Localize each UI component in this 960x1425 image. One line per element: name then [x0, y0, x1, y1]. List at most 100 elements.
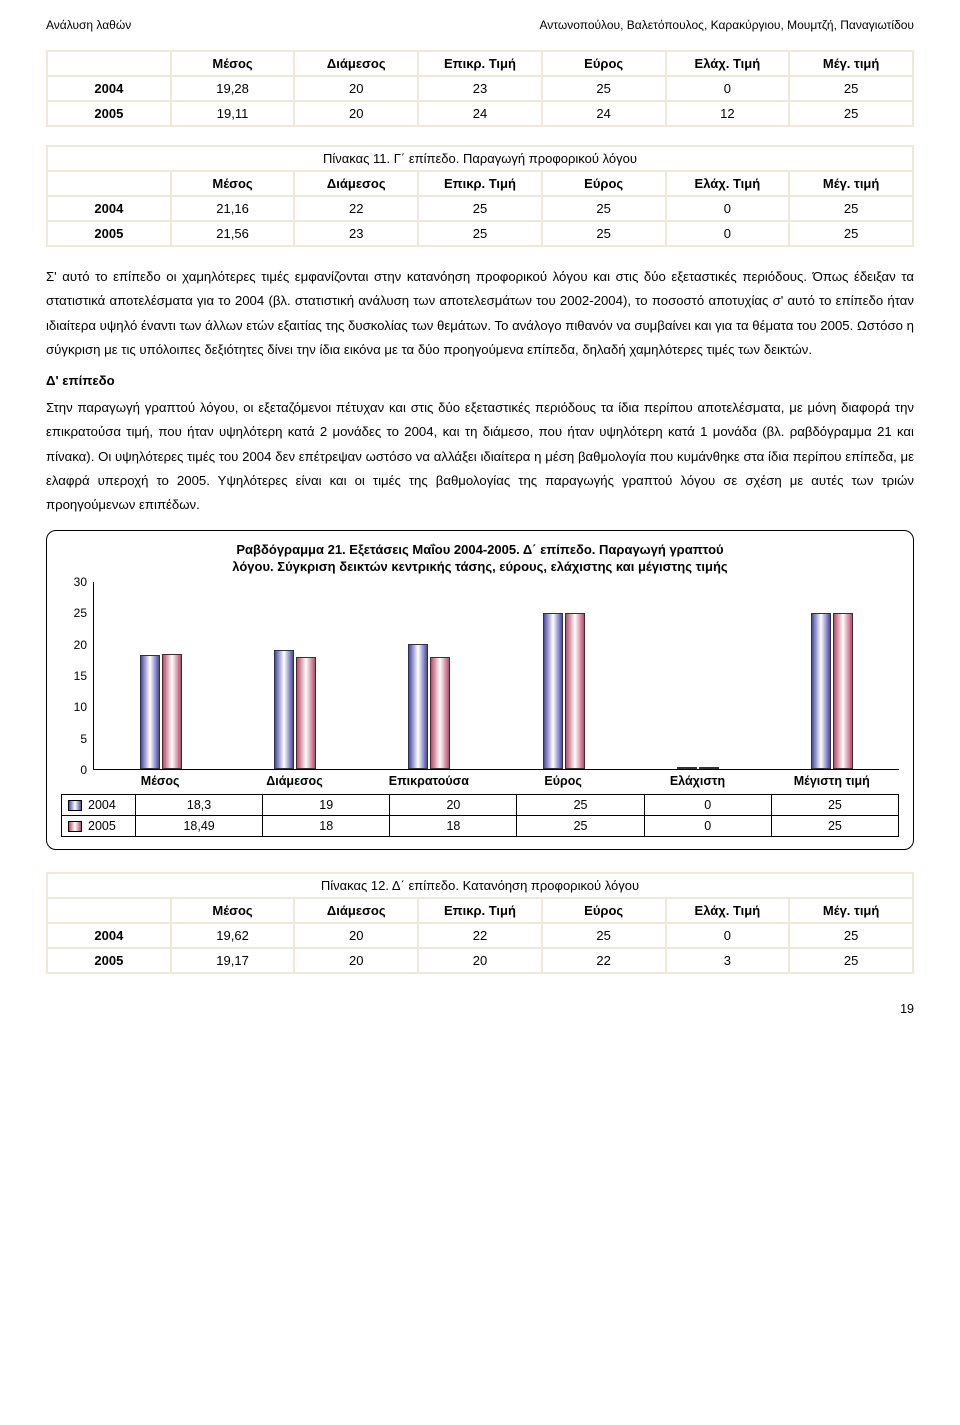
chart-bar [140, 655, 160, 769]
table-header-cell: Μέγ. τιμή [789, 898, 913, 923]
table-cell: 24 [542, 101, 666, 126]
table-cell: 20 [294, 101, 418, 126]
chart-legend-cell: 18 [390, 815, 517, 836]
section-label-delta: Δ' επίπεδο [46, 373, 914, 388]
chart-legend-key: 2005 [62, 815, 136, 836]
table-header-cell: Εύρος [542, 51, 666, 76]
table-header-cell [47, 171, 171, 196]
table-3: Πίνακας 12. Δ΄ επίπεδο. Κατανόηση προφορ… [46, 872, 914, 974]
table-cell: 19,28 [171, 76, 295, 101]
chart-title: Ραβδόγραμμα 21. Εξετάσεις Μαΐου 2004-200… [61, 541, 899, 576]
chart-bar [162, 654, 182, 769]
chart-category-label: Ελάχιστη [630, 774, 764, 788]
table-cell: 0 [666, 76, 790, 101]
header-left: Ανάλυση λαθών [46, 18, 131, 32]
table-cell: 0 [666, 923, 790, 948]
table-row: 200419,62202225025 [47, 923, 913, 948]
table-cell: 3 [666, 948, 790, 973]
table-cell: 25 [789, 221, 913, 246]
chart-legend-cell: 18 [263, 815, 390, 836]
table-cell: 25 [789, 948, 913, 973]
table-cell: 25 [542, 196, 666, 221]
chart-y-tick: 20 [61, 638, 87, 652]
table-cell: 25 [789, 196, 913, 221]
table-header-cell: Επικρ. Τιμή [418, 898, 542, 923]
chart-legend-cell: 18,3 [136, 794, 263, 815]
table-cell: 20 [294, 948, 418, 973]
table-cell: 19,62 [171, 923, 295, 948]
table-cell: 19,11 [171, 101, 295, 126]
chart-y-axis: 051015202530 [61, 582, 93, 770]
chart-y-tick: 30 [61, 575, 87, 589]
chart-bar [430, 657, 450, 769]
chart-swatch-icon [68, 821, 82, 832]
paragraph-2: Στην παραγωγή γραπτού λόγου, οι εξεταζόμ… [46, 396, 914, 518]
running-header: Ανάλυση λαθών Αντωνοπούλου, Βαλετόπουλος… [46, 18, 914, 32]
chart-legend-row: 200418,3192025025 [62, 794, 899, 815]
table-header-cell [47, 51, 171, 76]
chart-swatch-icon [68, 800, 82, 811]
table-header-cell: Διάμεσος [294, 171, 418, 196]
chart-legend-cell: 25 [517, 794, 644, 815]
chart-legend-cell: 25 [771, 815, 898, 836]
table-header-cell: Ελάχ. Τιμή [666, 171, 790, 196]
chart-legend-cell: 20 [390, 794, 517, 815]
table-cell: 23 [418, 76, 542, 101]
table-cell: 21,56 [171, 221, 295, 246]
table-cell: 0 [666, 221, 790, 246]
chart-legend-key: 2004 [62, 794, 136, 815]
page: Ανάλυση λαθών Αντωνοπούλου, Βαλετόπουλος… [0, 0, 960, 1046]
chart-bar [677, 767, 697, 769]
table-cell: 20 [418, 948, 542, 973]
chart-bar [543, 613, 563, 769]
table-cell: 22 [542, 948, 666, 973]
chart-y-tick: 10 [61, 700, 87, 714]
table-cell: 2005 [47, 221, 171, 246]
table-cell: 25 [542, 923, 666, 948]
chart-bar [296, 657, 316, 769]
table-caption: Πίνακας 12. Δ΄ επίπεδο. Κατανόηση προφορ… [47, 873, 913, 898]
table-header-cell: Εύρος [542, 171, 666, 196]
chart-category-group [765, 582, 899, 769]
chart-category-group [362, 582, 496, 769]
chart-legend-cell: 25 [771, 794, 898, 815]
table-header-cell: Ελάχ. Τιμή [666, 51, 790, 76]
chart-category-group [228, 582, 362, 769]
chart-legend-cell: 0 [644, 794, 771, 815]
table-cell: 25 [418, 196, 542, 221]
table-header-cell: Μέσος [171, 898, 295, 923]
table-cell: 2004 [47, 76, 171, 101]
table-1: ΜέσοςΔιάμεσοςΕπικρ. ΤιμήΕύροςΕλάχ. ΤιμήΜ… [46, 50, 914, 127]
table-header-cell: Επικρ. Τιμή [418, 51, 542, 76]
chart-legend-table: 200418,3192025025200518,49181825025 [61, 794, 899, 837]
chart-title-line2: λόγου. Σύγκριση δεικτών κεντρικής τάσης,… [232, 559, 727, 574]
chart-category-labels: ΜέσοςΔιάμεσοςΕπικρατούσαΕύροςΕλάχιστηΜέγ… [61, 774, 899, 788]
table-header-cell: Μέσος [171, 171, 295, 196]
table-cell: 20 [294, 923, 418, 948]
chart-category-label: Μέσος [93, 774, 227, 788]
chart-title-line1: Ραβδόγραμμα 21. Εξετάσεις Μαΐου 2004-200… [236, 542, 723, 557]
table-row: 200421,16222525025 [47, 196, 913, 221]
barchart-21-card: Ραβδόγραμμα 21. Εξετάσεις Μαΐου 2004-200… [46, 530, 914, 850]
table-header-cell: Μέγ. τιμή [789, 51, 913, 76]
table-cell: 2005 [47, 101, 171, 126]
table-header-cell: Διάμεσος [294, 898, 418, 923]
chart-category-group [94, 582, 228, 769]
chart-plot-area: 051015202530 [61, 582, 899, 770]
chart-bars [93, 582, 899, 770]
table-cell: 0 [666, 196, 790, 221]
table-cell: 21,16 [171, 196, 295, 221]
table-cell: 25 [542, 76, 666, 101]
table-cell: 19,17 [171, 948, 295, 973]
chart-bar [699, 767, 719, 769]
chart-category-label: Διάμεσος [227, 774, 361, 788]
table-cell: 23 [294, 221, 418, 246]
table-header-cell [47, 898, 171, 923]
chart-y-tick: 5 [61, 732, 87, 746]
chart-legend-cell: 19 [263, 794, 390, 815]
chart-bar [408, 644, 428, 769]
table-cell: 2005 [47, 948, 171, 973]
table-cell: 25 [418, 221, 542, 246]
table-cell: 2004 [47, 196, 171, 221]
table-cell: 25 [789, 923, 913, 948]
